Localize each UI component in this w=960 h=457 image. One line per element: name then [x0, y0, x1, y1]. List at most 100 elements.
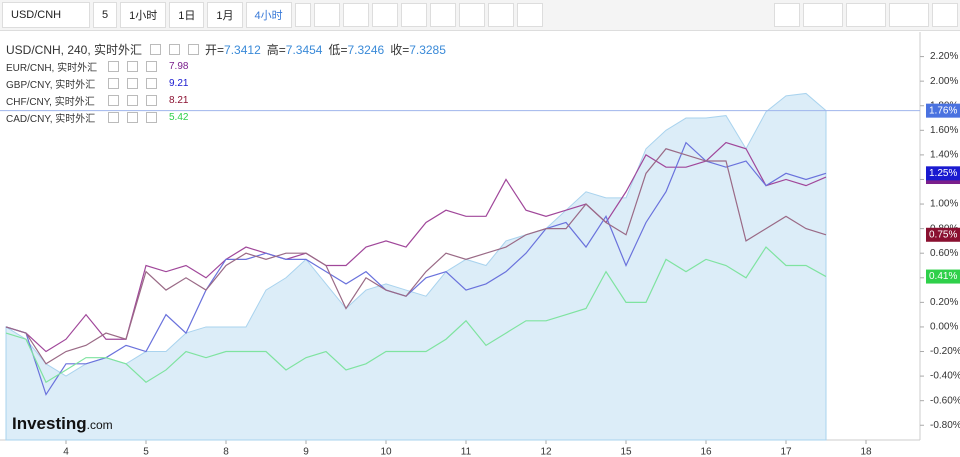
legend-icon — [169, 43, 181, 55]
series-line — [5, 246, 827, 384]
ohlc: 高=7.3454 — [267, 41, 323, 58]
ohlc: 低=7.3246 — [328, 41, 384, 58]
tool-icon[interactable] — [400, 3, 427, 27]
x-tick-label: 9 — [303, 447, 309, 457]
timeframe-button[interactable]: 1日 — [169, 2, 205, 28]
y-tick-label: 1.00% — [930, 199, 958, 210]
x-tick-label: 15 — [620, 447, 632, 457]
legend-icon — [108, 78, 119, 89]
ohlc-label: 低= — [328, 42, 348, 57]
tool-icon[interactable] — [371, 3, 398, 27]
x-tick-label: 17 — [780, 447, 792, 457]
tool-icon[interactable] — [774, 3, 800, 27]
legend-icon — [127, 112, 138, 123]
legend: USD/CNH, 240, 实时外汇 开=7.3412 高=7.3454 低=7.32… — [6, 40, 446, 126]
y-tick-label: -0.40% — [930, 371, 960, 382]
toolbar: USD/CNH 5 1小时 1日 1月 4小时 — [0, 0, 960, 31]
last-value-label: 0.75% — [929, 229, 957, 240]
legend-name: CHF/CNY, 实时外汇 — [6, 97, 95, 108]
area — [5, 92, 827, 441]
tool-icon[interactable] — [803, 3, 843, 27]
y-tick-label: 1.40% — [930, 150, 958, 161]
legend-name: EUR/CNH, 实时外汇 — [6, 63, 98, 74]
y-tick-label: 1.60% — [930, 125, 958, 136]
last-value-box — [926, 269, 960, 284]
legend-name: USD/CNH, 240, 实时外汇 — [6, 42, 143, 57]
tool-icon[interactable] — [846, 3, 886, 27]
series-line — [5, 148, 827, 365]
x-tick-label: 18 — [860, 447, 872, 457]
last-value-label: 1.25% — [929, 168, 957, 179]
x-tick-label: 8 — [223, 447, 229, 457]
legend-icon — [127, 78, 138, 89]
legend-row: EUR/CNH, 实时外汇 7.98 — [6, 58, 446, 75]
timeframe-button[interactable]: 1月 — [207, 2, 243, 28]
legend-icon — [146, 95, 157, 106]
tool-icon[interactable] — [313, 3, 340, 27]
legend-icon — [127, 61, 138, 72]
legend-icon — [146, 61, 157, 72]
x-tick-label: 4 — [63, 447, 69, 457]
timeframe-button[interactable]: 1小时 — [120, 2, 167, 28]
legend-icon — [188, 43, 200, 55]
tool-icon[interactable] — [429, 3, 456, 27]
ohlc-value: 7.3412 — [224, 42, 261, 57]
logo-text: Investing — [12, 414, 87, 433]
ohlc: 收=7.3285 — [390, 41, 446, 58]
ohlc-label: 高= — [266, 42, 286, 57]
legend-value: 7.98 — [169, 61, 189, 72]
tool-icon[interactable] — [516, 3, 543, 27]
ohlc-value: 7.3454 — [285, 42, 323, 57]
ohlc-label: 收= — [390, 42, 410, 57]
legend-value: 8.21 — [169, 95, 189, 106]
symbol-box[interactable]: USD/CNH — [2, 2, 90, 28]
ohlc: 开=7.3412 — [205, 41, 261, 58]
legend-icon — [146, 78, 157, 89]
last-value-label: 0.41% — [929, 271, 957, 282]
last-value-box — [926, 103, 960, 118]
legend-row: GBP/CNY, 实时外汇 9.21 — [6, 75, 446, 92]
y-tick-label: -0.20% — [930, 346, 960, 357]
legend-name: GBP/CNY, 实时外汇 — [6, 80, 96, 91]
tool-icon[interactable] — [458, 3, 485, 27]
ohlc-value: 7.3285 — [409, 42, 446, 57]
legend-icon — [127, 95, 138, 106]
legend-value: 9.21 — [169, 78, 189, 89]
x-tick-label: 16 — [700, 447, 712, 457]
x-tick-label: 10 — [380, 447, 392, 457]
x-tick-label: 12 — [540, 447, 552, 457]
legend-icon — [150, 43, 162, 55]
y-tick-label: -0.60% — [930, 395, 960, 406]
logo-suffix: .com — [86, 418, 113, 432]
y-tick-label: 2.20% — [930, 51, 958, 62]
ohlc-label: 开= — [205, 42, 225, 57]
logo: Investing.com — [12, 414, 113, 434]
chart: -0.80%-0.60%-0.40%-0.20%0.00%0.20%0.40%0… — [0, 32, 960, 457]
ohlc-value: 7.3246 — [347, 42, 385, 57]
legend-icon — [108, 112, 119, 123]
tool-icon[interactable] — [889, 3, 929, 27]
tool-icon[interactable] — [932, 3, 958, 27]
legend-row: USD/CNH, 240, 实时外汇 开=7.3412 高=7.3454 低=7.32… — [6, 40, 446, 58]
legend-icon — [146, 112, 157, 123]
legend-value: 5.42 — [169, 112, 189, 123]
last-value-label: 1.76% — [929, 105, 957, 116]
x-tick-label: 11 — [461, 447, 472, 457]
tool-icon[interactable] — [342, 3, 369, 27]
y-tick-label: 2.00% — [930, 76, 958, 87]
legend-row: CAD/CNY, 实时外汇 5.42 — [6, 109, 446, 126]
series-line — [5, 141, 827, 353]
y-tick-label: 0.60% — [930, 248, 958, 259]
timeframe-button[interactable]: 4小时 — [245, 2, 292, 28]
last-value-box — [926, 166, 960, 181]
y-tick-label: -0.80% — [930, 420, 960, 431]
legend-icon — [108, 61, 119, 72]
dropdown[interactable] — [294, 3, 311, 27]
y-tick-label: 0.20% — [930, 297, 958, 308]
series-line — [5, 141, 827, 396]
legend-row: CHF/CNY, 实时外汇 8.21 — [6, 92, 446, 109]
tool-icon[interactable] — [487, 3, 514, 27]
interval-box[interactable]: 5 — [93, 2, 118, 28]
legend-name: CAD/CNY, 实时外汇 — [6, 114, 96, 125]
